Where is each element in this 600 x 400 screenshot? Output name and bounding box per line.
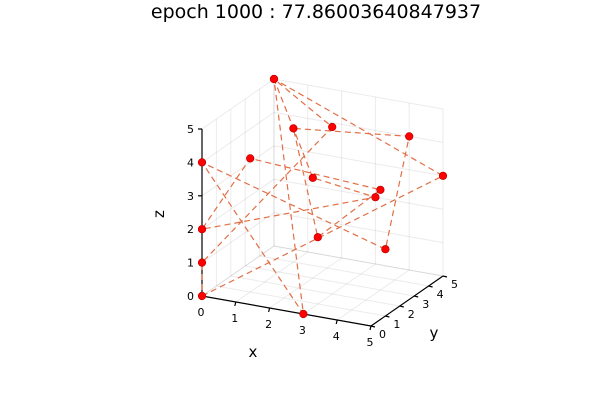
grid-line: [269, 257, 342, 309]
grid-line: [245, 265, 415, 297]
y-axis-line: [370, 275, 444, 327]
grid-line: [201, 78, 275, 130]
grid-line: [201, 145, 275, 197]
z-tick-label: 4: [187, 156, 194, 169]
data-point: [197, 158, 207, 167]
grid-line: [259, 255, 429, 287]
grid-line: [201, 245, 275, 297]
x-tick-label: 4: [333, 330, 340, 343]
data-point: [381, 245, 390, 254]
y-tick-mark: [414, 295, 419, 298]
z-tick-label: 3: [187, 190, 194, 203]
x-axis-label: x: [249, 343, 258, 361]
y-tick-mark: [442, 275, 448, 278]
grid-line: [230, 275, 400, 307]
grid-line: [216, 285, 386, 317]
x-tick-mark: [268, 307, 271, 313]
y-tick-mark: [428, 285, 433, 288]
grid-line: [273, 245, 444, 277]
grid-line: [201, 111, 275, 163]
grid-line: [235, 251, 309, 303]
grid-line: [336, 269, 410, 321]
y-tick-label: 0: [379, 328, 386, 341]
y-tick-label: 4: [437, 288, 444, 301]
grid: [201, 78, 444, 327]
x-tick-label: 2: [265, 318, 272, 331]
z-tick-label: 0: [187, 290, 194, 303]
y-tick-label: 3: [422, 298, 429, 311]
chart-title: epoch 1000 : 77.86003640847937: [151, 1, 481, 23]
data-point: [289, 124, 298, 133]
data-point: [376, 185, 385, 194]
x-tick-label: 5: [367, 336, 374, 349]
y-tick-mark: [370, 325, 376, 328]
grid-line: [273, 78, 444, 110]
y-tick-mark: [399, 305, 404, 308]
x-tick-label: 0: [198, 306, 205, 319]
grid-line: [273, 245, 444, 277]
grid-line: [273, 111, 444, 143]
x-tick-label: 3: [299, 324, 306, 337]
data-point: [197, 225, 207, 234]
grid-line: [273, 145, 444, 177]
data-point: [197, 258, 207, 267]
x-tick-mark: [234, 301, 237, 307]
z-tick-label: 1: [187, 257, 194, 270]
z-tick-label: 2: [187, 223, 194, 236]
data-point: [371, 193, 380, 202]
data-point: [313, 233, 322, 242]
x-tick-mark: [369, 325, 372, 331]
data-points: [197, 74, 448, 319]
z-axis-label: z: [150, 210, 168, 218]
data-point: [299, 309, 308, 319]
grid-line: [201, 178, 275, 230]
grid-line: [273, 178, 444, 210]
y-tick-label: 2: [408, 308, 415, 321]
y-tick-label: 1: [393, 318, 400, 331]
grid-line: [273, 212, 444, 244]
route-path: [200, 77, 445, 315]
x-tick-label: 1: [231, 312, 238, 325]
data-point: [405, 132, 414, 141]
data-point: [197, 291, 207, 301]
data-point: [438, 171, 448, 180]
data-point: [246, 154, 255, 163]
grid-line: [201, 245, 275, 297]
y-axis-label: y: [430, 324, 439, 342]
x-axis-line: [201, 295, 372, 327]
data-point: [308, 173, 317, 182]
z-tick-label: 5: [187, 123, 194, 136]
x-tick-mark: [335, 319, 338, 325]
y-tick-label: 5: [451, 278, 458, 291]
grid-line: [303, 263, 376, 315]
grid-line: [201, 212, 275, 264]
y-tick-mark: [385, 315, 390, 318]
data-point: [328, 122, 337, 132]
data-point: [269, 74, 279, 84]
route-line: [200, 77, 445, 315]
